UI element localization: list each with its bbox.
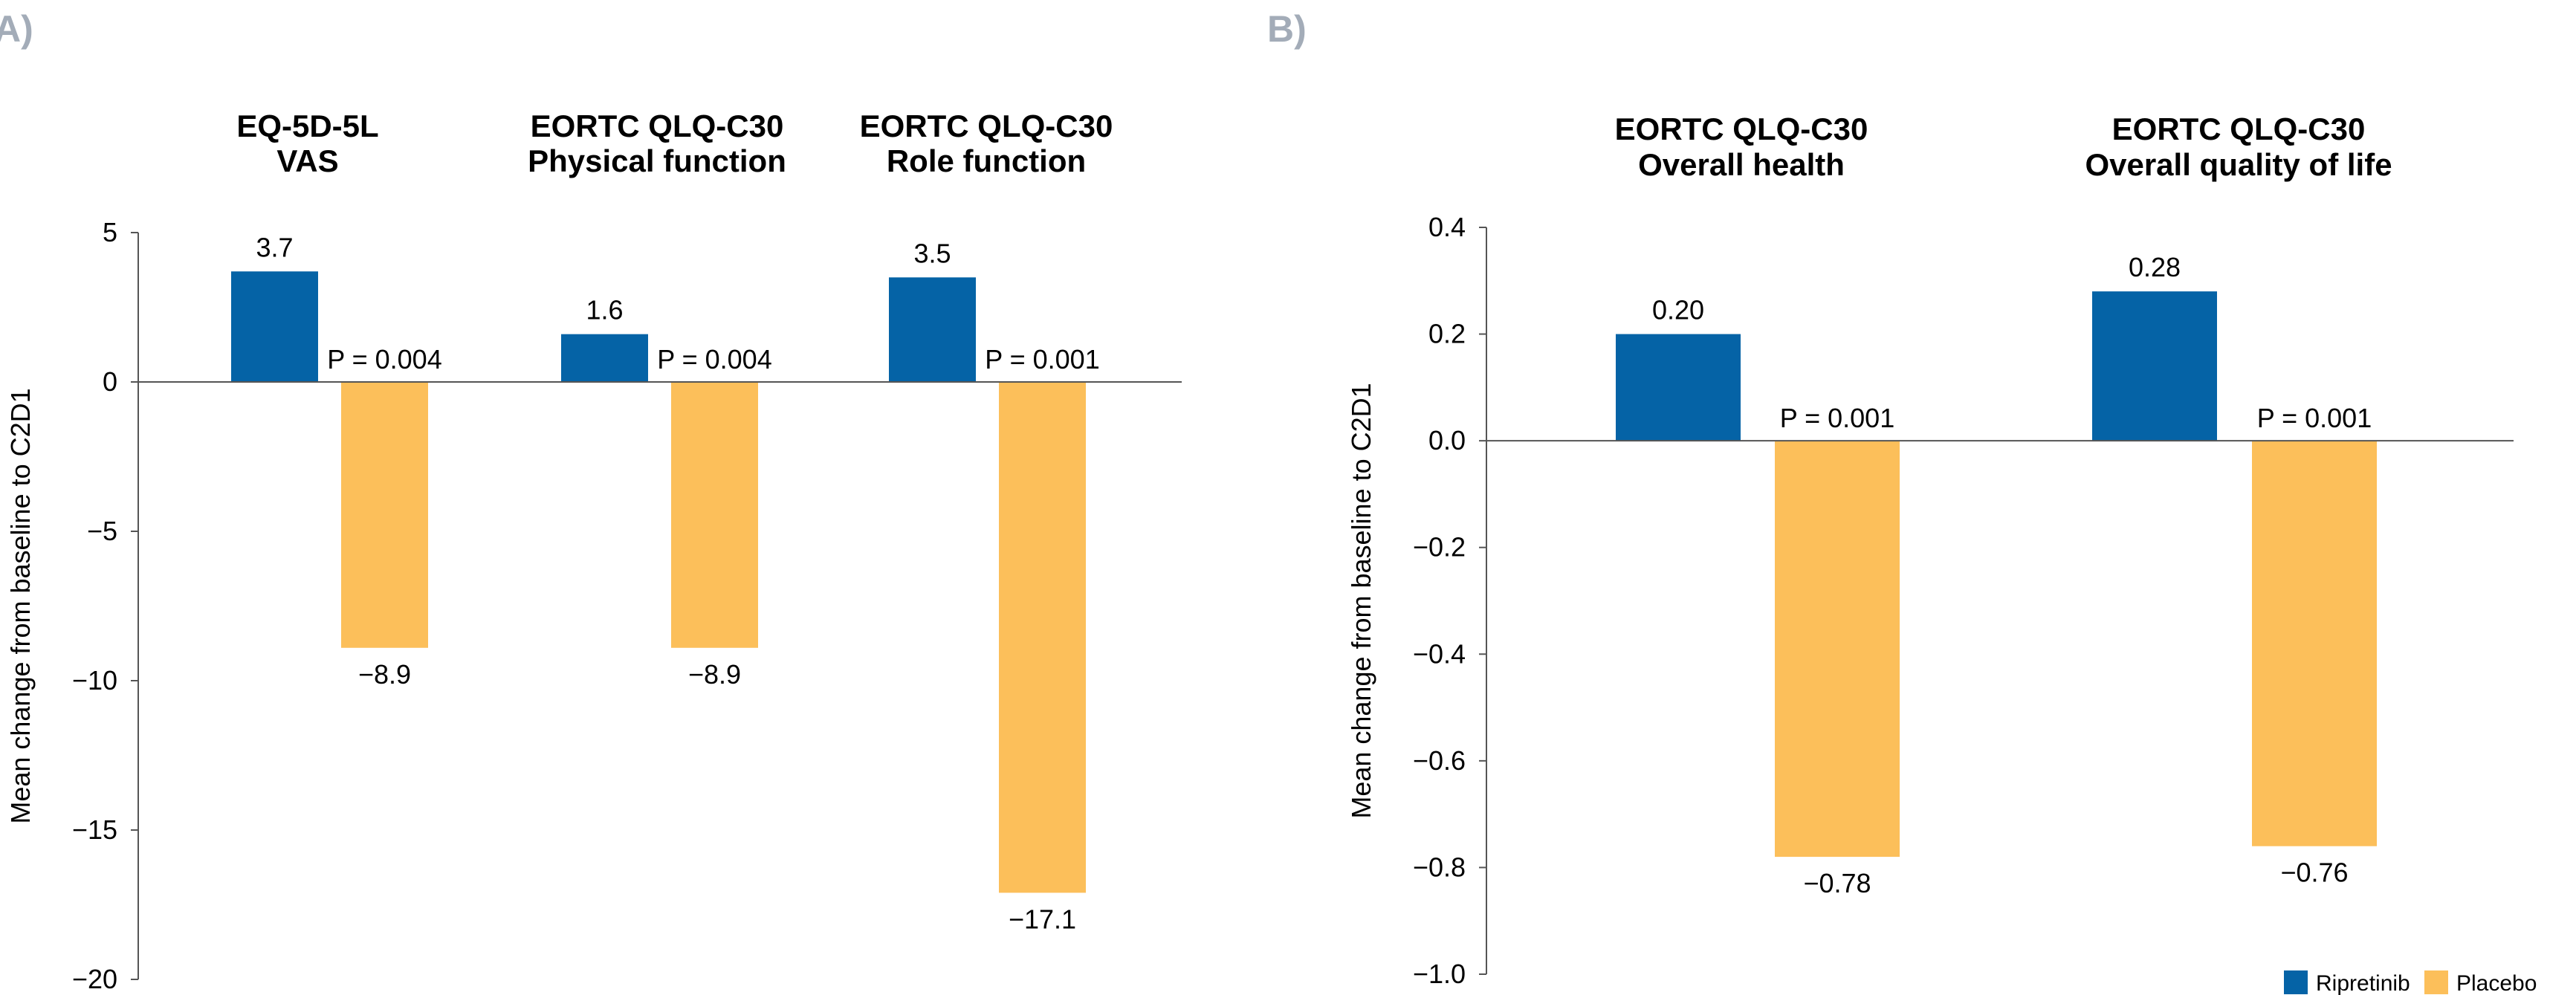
legend-swatch <box>2424 970 2448 994</box>
group-title-line-2: Overall health <box>1638 147 1845 182</box>
y-tick-label: −0.4 <box>1413 638 1466 669</box>
y-tick-label: 5 <box>103 217 117 247</box>
y-tick-label: 0.0 <box>1428 425 1466 456</box>
data-label-ripretinib: 3.7 <box>256 232 293 262</box>
group-title-line-2: Role function <box>887 143 1086 178</box>
bar-ripretinib <box>561 334 648 382</box>
bar-ripretinib <box>889 277 976 382</box>
data-label-ripretinib: 0.28 <box>2129 252 2181 282</box>
group-title-line-2: Physical function <box>528 143 786 178</box>
bar-placebo <box>1775 441 1900 858</box>
data-label-placebo: −17.1 <box>1009 904 1076 934</box>
bar-ripretinib <box>1616 334 1741 441</box>
data-label-placebo: −0.78 <box>1803 868 1871 898</box>
legend-label: Ripretinib <box>2316 971 2410 995</box>
p-value-label: P = 0.001 <box>1780 403 1894 433</box>
p-value-label: P = 0.004 <box>327 344 441 375</box>
group-title-line-2: VAS <box>276 143 338 178</box>
bar-ripretinib <box>231 271 318 382</box>
bar-placebo <box>2252 441 2377 846</box>
panel-label: B) <box>1267 8 1307 50</box>
legend-label: Placebo <box>2456 971 2537 995</box>
y-tick-label: −5 <box>87 516 117 546</box>
bar-placebo <box>999 382 1086 893</box>
y-tick-label: 0.2 <box>1428 319 1466 349</box>
group-title-line-1: EORTC QLQ-C30 <box>1615 111 1868 146</box>
data-label-ripretinib: 0.20 <box>1652 295 1704 325</box>
bar-placebo <box>341 382 428 648</box>
group-title-line-2: Overall quality of life <box>2085 147 2392 182</box>
group-title-line-1: EQ-5D-5L <box>236 108 378 143</box>
y-tick-label: −10 <box>72 665 117 696</box>
y-tick-label: −1.0 <box>1413 959 1466 989</box>
y-axis-title: Mean change from baseline to C2D1 <box>1346 383 1376 818</box>
group-title-line-1: EORTC QLQ-C30 <box>860 108 1113 143</box>
y-tick-label: 0.4 <box>1428 212 1466 242</box>
y-tick-label: 0 <box>103 366 117 397</box>
data-label-ripretinib: 3.5 <box>913 238 951 268</box>
p-value-label: P = 0.001 <box>985 344 1099 375</box>
y-tick-label: −15 <box>72 814 117 845</box>
y-tick-label: −0.2 <box>1413 532 1466 563</box>
y-tick-label: −0.8 <box>1413 852 1466 882</box>
data-label-placebo: −8.9 <box>688 659 741 690</box>
group-title-line-1: EORTC QLQ-C30 <box>531 108 784 143</box>
data-label-ripretinib: 1.6 <box>586 295 623 325</box>
group-title-line-1: EORTC QLQ-C30 <box>2112 111 2366 146</box>
bar-placebo <box>671 382 758 648</box>
y-tick-label: −20 <box>72 964 117 994</box>
bar-ripretinib <box>2092 291 2217 441</box>
p-value-label: P = 0.004 <box>657 344 771 375</box>
data-label-placebo: −8.9 <box>358 659 411 690</box>
y-tick-label: −0.6 <box>1413 745 1466 776</box>
p-value-label: P = 0.001 <box>2257 403 2372 433</box>
data-label-placebo: −0.76 <box>2280 858 2348 888</box>
y-axis-title: Mean change from baseline to C2D1 <box>5 388 36 823</box>
panel-label: A) <box>0 8 33 50</box>
legend-swatch <box>2284 970 2308 994</box>
